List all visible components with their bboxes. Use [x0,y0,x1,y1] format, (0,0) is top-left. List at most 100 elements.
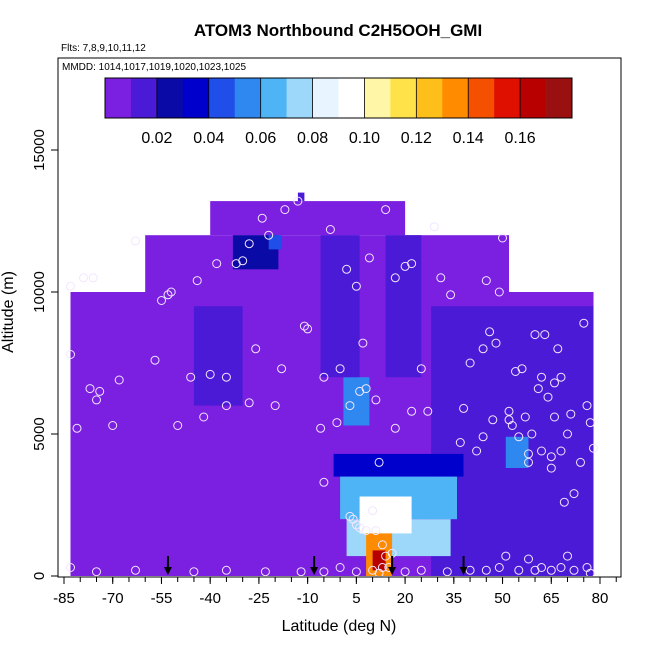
colorbar-frame [104,77,573,119]
sample-point [481,565,491,575]
colorbar-tick-label: 0.12 [401,130,432,147]
colorbar-cell [260,78,287,118]
sample-point [537,372,546,382]
colorbar-cell [468,78,495,118]
sample-point [66,563,75,572]
flight-arrow-0 [163,556,172,575]
sample-point [79,273,88,283]
colorbar-cell [390,78,417,118]
sample-point [436,273,446,283]
sample-point [293,196,303,206]
x-tick-label: 20 [397,590,414,607]
sample-point [423,406,433,416]
sample-point [507,421,517,430]
sample-point [485,327,495,337]
sample-point [465,358,475,368]
sample-point [589,443,598,453]
sample-point [244,239,254,249]
y-axis-label: Altitude (m) [0,271,17,353]
sample-point [244,398,254,408]
colorbar-cell [130,78,158,118]
colorbar-cell [546,78,573,118]
sample-point [550,412,559,422]
x-tick-label: -40 [199,590,221,607]
sample-point [345,401,355,411]
sample-point [88,273,98,283]
colorbar-cell [442,78,469,118]
colorbar-tick-label: 0.14 [453,130,484,147]
x-tick-label: -25 [248,590,270,607]
sample-point [186,372,196,382]
sample-point [481,276,491,286]
sample-point [316,423,326,433]
sample-point [325,225,335,234]
colorbar-cell [286,78,313,118]
sample-point [465,565,475,575]
sample-point [556,446,566,456]
y-tick-label: 10000 [31,271,48,313]
sample-point [150,355,160,365]
sample-point [342,264,352,274]
x-tick-label: 5 [352,590,360,607]
sample-point [585,418,595,428]
colorbar-cell [364,78,391,118]
sample-point [546,452,556,462]
sample-point [260,567,270,577]
sample-point [459,403,469,413]
flight-arrow-3 [459,556,468,575]
sample-point [361,526,371,536]
flight-arrows [163,556,468,575]
field-region-17 [372,550,386,571]
sample-point [579,318,589,328]
sample-point [371,395,381,405]
sample-point [332,418,342,428]
sample-point [199,412,209,422]
y-tick-label: 5000 [31,417,48,450]
sample-point [478,432,488,442]
sample-point [576,457,585,467]
sample-point [563,551,572,561]
flight-arrow-2 [388,556,397,575]
dates-label: MMDD: 1014,1017,1019,1020,1023,1025 [62,62,246,73]
sample-point [563,429,572,439]
sample-point [569,489,579,499]
x-tick-label: 35 [445,590,462,607]
sample-point [66,281,75,291]
sample-point [371,526,381,536]
field-region-12 [333,453,464,477]
sample-point [556,372,566,382]
sample-point [478,344,488,354]
x-tick-label: -10 [297,590,319,607]
sample-point [351,567,361,577]
sample-point [92,395,101,405]
sample-point [514,432,524,442]
sample-point [280,205,290,215]
sample-point [530,330,540,340]
colorbar-tick-label: 0.06 [245,130,276,147]
sample-point [335,364,345,374]
sample-point [530,565,540,575]
sample-point [368,506,378,516]
sample-point [319,567,329,577]
sample-point [319,477,329,487]
sample-point [345,511,355,521]
sample-point [407,406,417,416]
sample-point [221,565,231,575]
flight-arrow-1 [310,556,319,575]
sample-point [472,446,482,456]
heatmap-field [70,192,594,576]
sample-point [335,563,345,572]
sample-points [66,196,598,578]
sample-point [491,338,501,348]
field-region-11 [505,436,529,468]
colorbar-tick-label: 0.16 [505,130,536,147]
colorbar-cell [312,78,339,118]
colorbar-tick-label: 0.04 [193,130,224,147]
sample-point [131,565,140,575]
sample-point [351,520,361,530]
sample-point [131,236,140,246]
sample-point [543,392,553,402]
sample-point [455,438,465,447]
sample-point [192,276,202,286]
sample-point [72,423,82,433]
